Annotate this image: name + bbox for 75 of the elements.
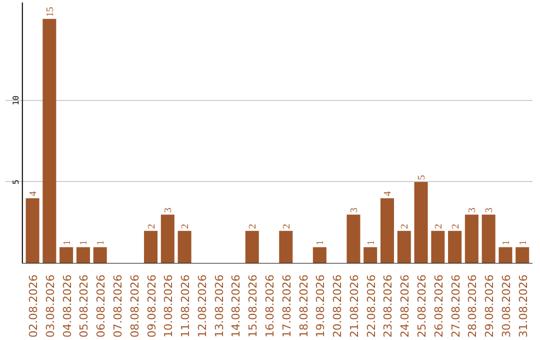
bar xyxy=(42,18,56,264)
x-tick-label: 12.08.2026 xyxy=(196,274,209,338)
bar xyxy=(76,247,90,264)
x-tick-label: 15.08.2026 xyxy=(246,274,260,338)
x-tick-label: 31.08.2026 xyxy=(516,274,530,338)
data-label: 3 xyxy=(484,208,496,213)
bar xyxy=(26,198,40,264)
data-label: 1 xyxy=(315,240,326,246)
data-label: 2 xyxy=(281,224,292,229)
x-tick-label: 02.08.2026 xyxy=(27,274,40,338)
data-label: 1 xyxy=(78,240,90,246)
x-tick-label: 06.08.2026 xyxy=(94,274,108,338)
x-tick-label: 18.08.2026 xyxy=(297,274,310,338)
data-label: 1 xyxy=(96,240,107,246)
x-tick-label: 30.08.2026 xyxy=(500,274,513,338)
bar xyxy=(144,230,158,264)
bar xyxy=(346,214,360,264)
x-tick-label: 21.08.2026 xyxy=(348,274,361,338)
x-tick-label: 29.08.2026 xyxy=(483,274,496,338)
x-tick-label: 07.08.2026 xyxy=(111,274,124,338)
x-tick-label: 04.08.2026 xyxy=(60,274,74,338)
data-label: 2 xyxy=(450,224,462,229)
bar xyxy=(160,214,174,264)
data-label: 4 xyxy=(28,191,40,196)
data-label: 2 xyxy=(180,224,192,229)
x-tick-label: 14.08.2026 xyxy=(230,274,243,338)
x-tick-label: 22.08.2026 xyxy=(364,274,378,338)
bar xyxy=(312,247,326,264)
x-tick-label: 11.08.2026 xyxy=(179,274,192,338)
data-label: 3 xyxy=(348,208,360,213)
x-tick-label: 23.08.2026 xyxy=(382,274,395,338)
bar xyxy=(397,230,411,264)
data-label: 2 xyxy=(146,224,158,229)
data-label: 1 xyxy=(62,240,73,246)
x-tick-label: 28.08.2026 xyxy=(466,274,480,338)
bar xyxy=(431,230,445,264)
x-tick-label: 20.08.2026 xyxy=(331,274,344,338)
bar xyxy=(279,230,293,264)
bar xyxy=(60,247,74,264)
data-label: 2 xyxy=(433,224,444,229)
x-tick-label: 16.08.2026 xyxy=(264,274,276,338)
data-label: 1 xyxy=(518,240,529,246)
data-label: 5 xyxy=(416,174,428,180)
x-tick-label: 27.08.2026 xyxy=(449,274,462,338)
x-tick-label: 09.08.2026 xyxy=(145,274,158,338)
data-label: 1 xyxy=(366,240,377,246)
x-tick-label: 13.08.2026 xyxy=(212,274,226,338)
bar xyxy=(464,214,478,264)
bar xyxy=(245,230,259,264)
bar xyxy=(380,198,394,264)
x-tick-label: 05.08.2026 xyxy=(78,274,91,338)
data-label: 2 xyxy=(400,224,411,229)
data-label: 1 xyxy=(500,240,512,246)
bar xyxy=(93,247,107,264)
data-label: 3 xyxy=(467,208,478,213)
x-tick-label: 25.08.2026 xyxy=(416,274,429,338)
x-tick-label: 03.08.2026 xyxy=(44,274,57,338)
bar xyxy=(482,214,496,264)
data-label: 3 xyxy=(163,208,174,213)
x-tick-label: 19.08.2026 xyxy=(314,274,328,338)
x-tick-label: 08.08.2026 xyxy=(128,274,142,338)
x-tick-label: 26.08.2026 xyxy=(432,274,446,338)
bar xyxy=(498,247,512,264)
bar xyxy=(414,182,428,264)
x-tick-label: 24.08.2026 xyxy=(398,274,412,338)
bar xyxy=(516,247,530,264)
data-label: 15 xyxy=(44,6,56,17)
bar xyxy=(364,247,378,264)
data-label: 2 xyxy=(248,224,259,229)
x-tick-label: 17.08.2026 xyxy=(280,274,294,338)
bar xyxy=(448,230,462,264)
x-tick-label: 10.08.2026 xyxy=(162,274,176,338)
y-tick-label: 10 xyxy=(11,95,20,106)
bar xyxy=(178,230,192,264)
data-label: 4 xyxy=(382,191,394,196)
